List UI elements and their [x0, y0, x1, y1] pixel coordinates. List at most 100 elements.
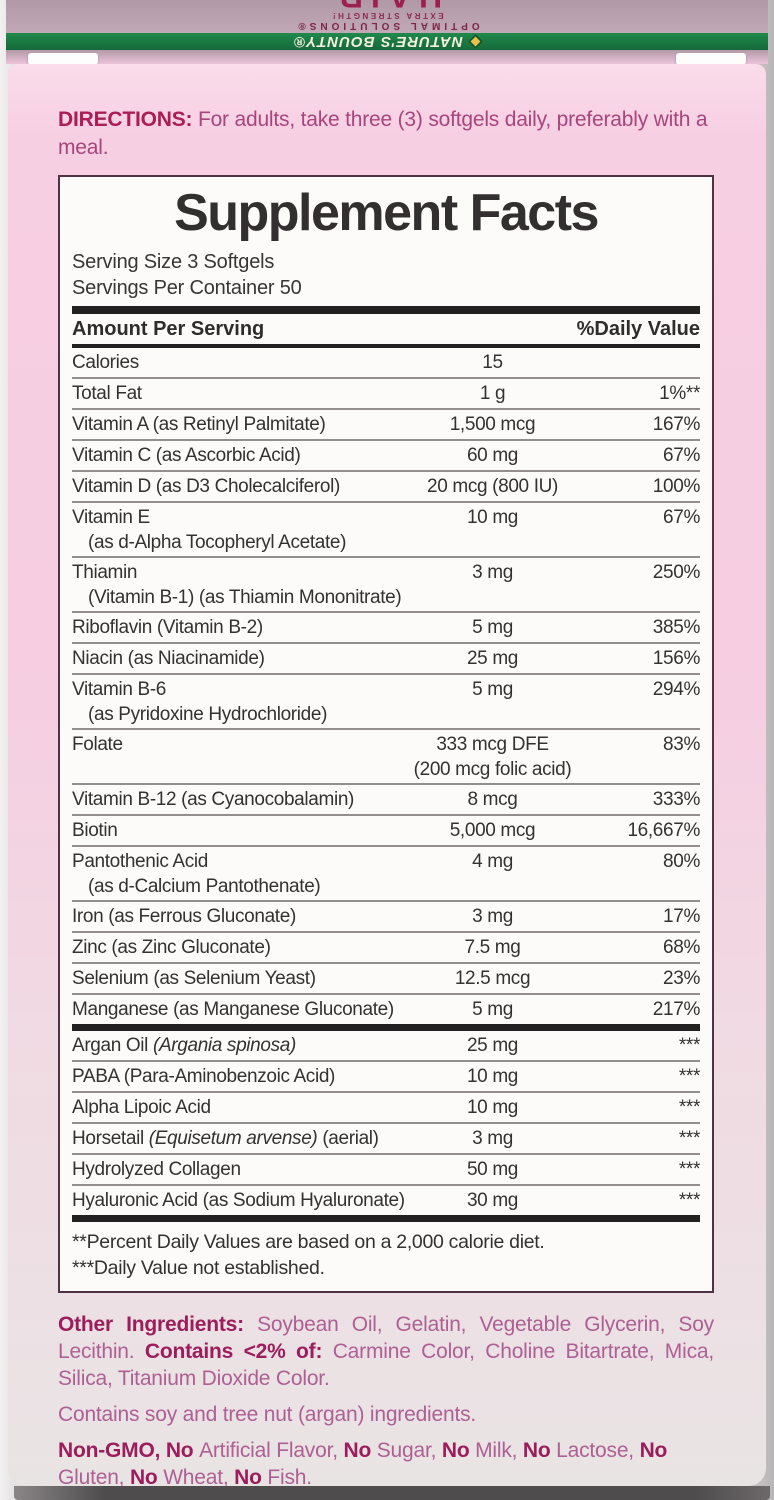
directions-label: DIRECTIONS:: [58, 108, 193, 131]
row-daily-value: 385%: [652, 617, 701, 638]
servings-per-container: Servings Per Container 50: [72, 277, 302, 299]
row-daily-value: 156%: [652, 648, 701, 669]
row-daily-value: 250%: [652, 562, 701, 583]
footer-paragraph: Contains soy and tree nut (argan) ingred…: [58, 1403, 477, 1426]
footnotes: **Percent Daily Values are based on a 2,…: [72, 1229, 700, 1281]
row-name: Vitamin A (as Retinyl Palmitate): [72, 414, 326, 435]
row-amount: 4 mg: [472, 851, 513, 872]
row-name: Vitamin B-6: [72, 679, 167, 700]
row-name: PABA (Para-Aminobenzoic Acid): [72, 1066, 336, 1087]
serving-size: Serving Size 3 Softgels: [72, 251, 275, 273]
surface-shadow-strip: [14, 1486, 770, 1500]
flap-seam: [6, 50, 768, 65]
row-daily-value: ***: [678, 1035, 700, 1056]
row-name: Argan Oil (Argania spinosa): [72, 1035, 296, 1056]
row-name: Calories: [72, 352, 139, 373]
table-row: Hydrolyzed Collagen 50 mg ***: [72, 1155, 700, 1186]
divider-thick: [72, 1024, 700, 1031]
row-name: Total Fat: [72, 383, 142, 404]
row-name: Folate: [72, 734, 123, 755]
row-daily-value: 68%: [663, 937, 700, 958]
row-daily-value: ***: [678, 1190, 700, 1211]
row-amount: 3 mg: [472, 1128, 513, 1149]
row-amount: 8 mcg: [467, 789, 518, 810]
table-row: Vitamin A (as Retinyl Palmitate) 1,500 mc…: [72, 410, 700, 441]
table-row: Horsetail (Equisetum arvense) (aerial) 3 …: [72, 1124, 700, 1155]
table-row: Alpha Lipoic Acid 10 mg ***: [72, 1093, 700, 1124]
column-header: Amount Per Serving %Daily Value: [72, 314, 700, 344]
footer-section: Other Ingredients: Soybean Oil, Gelatin,…: [58, 1311, 714, 1486]
row-amount: 20 mcg (800 IU): [427, 476, 558, 497]
row-daily-value: 67%: [663, 445, 700, 466]
table-rows: Calories 15 Total Fat 1 g 1%** Vitamin A (as …: [72, 348, 700, 1222]
row-name: Vitamin D (as D3 Cholecalciferol): [72, 476, 340, 497]
table-row: Total Fat 1 g 1%**: [72, 379, 700, 410]
supplement-facts-title: Supplement Facts: [174, 184, 599, 242]
directions-text: For adults, take three (3) softgels dail…: [58, 108, 708, 159]
divider-thick: [72, 1215, 700, 1222]
table-row: Selenium (as Selenium Yeast) 12.5 mcg 23%: [72, 964, 700, 995]
row-amount: 12.5 mcg: [454, 968, 531, 989]
table-row: Manganese (as Manganese Gluconate) 5 mg 21…: [72, 995, 700, 1024]
product-name-hair: HAIR: [6, 0, 768, 14]
row-amount: 5 mg: [472, 617, 513, 638]
row-name: Iron (as Ferrous Gluconate): [72, 906, 296, 927]
row-daily-value: ***: [678, 1159, 700, 1180]
brand-strip: NATURE'S BOUNTY®: [6, 33, 768, 50]
row-amount-line2: (200 mcg folic acid): [413, 759, 572, 780]
row-daily-value: 167%: [652, 414, 701, 435]
row-daily-value: 100%: [652, 476, 701, 497]
table-row: Riboflavin (Vitamin B-2) 5 mg 385%: [72, 613, 700, 644]
table-row: Calories 15: [72, 348, 700, 379]
row-amount: 60 mg: [466, 445, 519, 466]
row-daily-value: 294%: [652, 679, 701, 700]
table-row: PABA (Para-Aminobenzoic Acid) 10 mg ***: [72, 1062, 700, 1093]
row-name: Thiamin: [72, 562, 138, 583]
brand-diamond-icon: [467, 33, 484, 50]
flap-rotated-content: NATURE'S BOUNTY® OPTIMAL SOLUTIONS® EXTR…: [6, 0, 768, 50]
divider-thick-top: [72, 306, 700, 314]
table-row: Vitamin B-6 5 mg 294% (as Pyridoxine Hydroc…: [72, 675, 700, 730]
row-amount: 5 mg: [472, 999, 513, 1020]
brand-name: NATURE'S BOUNTY®: [293, 33, 463, 50]
table-row: Vitamin B-12 (as Cyanocobalamin) 8 mcg 333…: [72, 785, 700, 816]
row-name: Alpha Lipoic Acid: [72, 1097, 211, 1118]
table-row: Biotin 5,000 mcg 16,667%: [72, 816, 700, 847]
row-amount: 50 mg: [466, 1159, 519, 1180]
row-amount: 25 mg: [466, 1035, 519, 1056]
row-daily-value: ***: [678, 1097, 700, 1118]
row-amount: 3 mg: [472, 906, 513, 927]
row-daily-value: 1%**: [659, 383, 700, 404]
row-amount: 1 g: [479, 383, 506, 404]
table-row: Hyaluronic Acid (as Sodium Hyaluronate) 3…: [72, 1186, 700, 1215]
row-name: Selenium (as Selenium Yeast): [72, 968, 316, 989]
row-name: Vitamin E: [72, 507, 150, 528]
row-name-line2: (as d-Calcium Pantothenate): [88, 876, 321, 897]
row-amount: 10 mg: [466, 507, 519, 528]
table-row: Argan Oil (Argania spinosa) 25 mg ***: [72, 1031, 700, 1062]
box-top-flap: NATURE'S BOUNTY® OPTIMAL SOLUTIONS® EXTR…: [6, 0, 768, 50]
table-row: Vitamin E 10 mg 67% (as d-Alpha Tocopheryl …: [72, 503, 700, 558]
front-panel: DIRECTIONS: For adults, take three (3) s…: [8, 64, 766, 1486]
row-name-line2: (as Pyridoxine Hydrochloride): [88, 704, 328, 725]
row-name: Horsetail (Equisetum arvense) (aerial): [72, 1128, 379, 1149]
row-name-line2: (Vitamin B-1) (as Thiamin Mononitrate): [88, 587, 402, 608]
footnote-line-2: ***Daily Value not established.: [72, 1257, 325, 1279]
directions: DIRECTIONS: For adults, take three (3) s…: [58, 106, 714, 162]
row-amount: 10 mg: [466, 1097, 519, 1118]
table-row: Vitamin C (as Ascorbic Acid) 60 mg 67%: [72, 441, 700, 472]
footer-paragraph: Non-GMO, No Artificial Flavor, No Sugar,…: [58, 1439, 668, 1486]
flap-notch-left: [28, 53, 98, 65]
optimal-solutions-line: OPTIMAL SOLUTIONS®: [294, 20, 480, 31]
row-daily-value: 333%: [652, 789, 701, 810]
table-row: Niacin (as Niacinamide) 25 mg 156%: [72, 644, 700, 675]
table-row: Zinc (as Zinc Gluconate) 7.5 mg 68%: [72, 933, 700, 964]
flap-notch-right: [676, 53, 746, 65]
table-row: Vitamin D (as D3 Cholecalciferol) 20 mcg …: [72, 472, 700, 503]
row-daily-value: ***: [678, 1128, 700, 1149]
supplement-facts-panel: Supplement Facts Serving Size 3 Softgels…: [58, 175, 714, 1293]
row-daily-value: 80%: [663, 851, 700, 872]
row-amount: 10 mg: [466, 1066, 519, 1087]
table-row: Pantothenic Acid 4 mg 80% (as d-Calcium Pan…: [72, 847, 700, 902]
